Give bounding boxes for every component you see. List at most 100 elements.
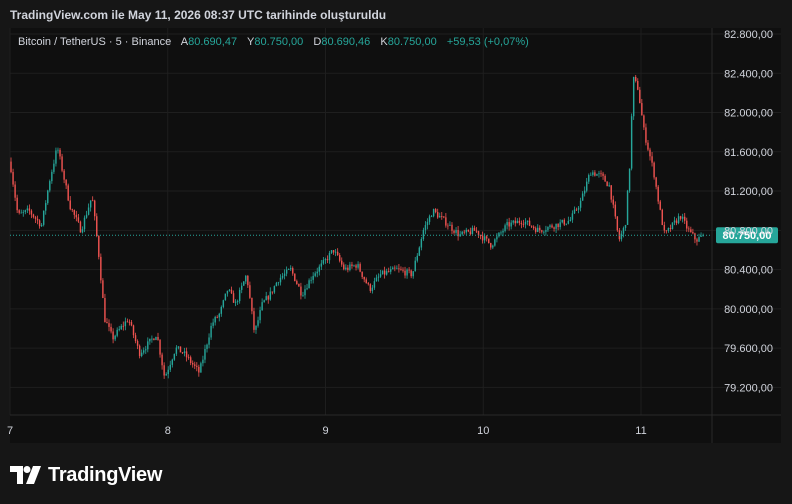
- candle-body: [336, 251, 339, 256]
- candle-body: [136, 341, 139, 346]
- candle-body: [120, 325, 122, 330]
- candle-body: [285, 269, 288, 274]
- candle-body: [671, 222, 674, 230]
- candle-body: [104, 297, 106, 323]
- candle-body: [134, 335, 137, 342]
- candle-body: [530, 225, 533, 227]
- candle-body: [447, 225, 449, 227]
- candle-body: [298, 283, 300, 287]
- legend-symbol: Bitcoin / TetherUS · 5 · Binance: [18, 36, 172, 48]
- candle-body: [71, 209, 73, 211]
- candle-body: [196, 365, 198, 367]
- candle-body: [492, 245, 494, 248]
- candle-body: [590, 174, 592, 176]
- candle-body: [318, 266, 321, 272]
- candle-body: [626, 190, 629, 225]
- symbol-legend: Bitcoin / TetherUS · 5 · Binance A80.690…: [18, 36, 529, 48]
- candle-body: [420, 239, 423, 248]
- x-tick-label: 11: [635, 425, 646, 437]
- candle-body: [677, 216, 680, 224]
- candle-body: [245, 275, 247, 282]
- candle-body: [485, 236, 488, 239]
- candle-body: [243, 281, 245, 286]
- candle-body: [628, 168, 631, 191]
- candle-body: [436, 212, 439, 218]
- candle-body: [383, 270, 386, 275]
- candle-body: [55, 150, 57, 164]
- candle-body: [214, 316, 216, 323]
- candle-body: [65, 179, 67, 186]
- legend-close-label: K: [380, 36, 388, 48]
- candle-body: [308, 280, 310, 289]
- candle-body: [506, 222, 508, 226]
- candle-body: [142, 350, 145, 353]
- candle-body: [316, 271, 318, 274]
- x-tick-label: 10: [477, 425, 489, 437]
- candle-body: [394, 267, 396, 269]
- candle-body: [198, 366, 200, 373]
- candle-body: [520, 222, 523, 225]
- legend-low-value: 80.690,46: [321, 36, 371, 48]
- candle-body: [69, 200, 71, 210]
- candle-body: [604, 175, 606, 182]
- candle-body: [40, 224, 43, 227]
- candle-body: [220, 306, 223, 314]
- current-price-badge: [716, 227, 778, 244]
- candle-body: [87, 207, 90, 215]
- candle-body: [189, 357, 192, 363]
- candle-body: [79, 221, 82, 233]
- candle-body: [102, 280, 104, 298]
- candle-body: [686, 220, 688, 229]
- candle-body: [612, 199, 614, 205]
- candle-body: [641, 103, 643, 116]
- candle-body: [253, 311, 255, 330]
- candle-body: [455, 230, 457, 233]
- candle-body: [465, 229, 467, 233]
- candle-body: [200, 363, 202, 373]
- candle-body: [586, 181, 588, 191]
- candle-body: [483, 236, 486, 241]
- candle-body: [634, 76, 637, 82]
- candle-body: [257, 320, 259, 326]
- candle-body: [351, 264, 353, 266]
- candle-body: [300, 286, 302, 296]
- candle-body: [194, 364, 196, 366]
- candle-body: [559, 222, 561, 228]
- candle-body: [126, 321, 129, 323]
- candle-body: [573, 209, 576, 214]
- y-tick-label: 80.400,00: [724, 265, 773, 277]
- candle-body: [567, 220, 570, 224]
- candle-body: [338, 255, 341, 261]
- candle-body: [93, 200, 96, 217]
- candle-body: [661, 209, 663, 225]
- candle-body: [281, 275, 284, 278]
- candle-body: [428, 216, 431, 222]
- candle-body: [132, 325, 135, 336]
- candle-body: [565, 223, 568, 225]
- candle-body: [457, 230, 459, 237]
- candle-body: [30, 210, 33, 215]
- candle-body: [683, 216, 686, 221]
- candle-body: [267, 296, 269, 300]
- candle-body: [592, 172, 594, 175]
- y-tick-label: 81.600,00: [724, 147, 773, 159]
- candle-body: [637, 81, 639, 90]
- candle-body: [488, 238, 490, 244]
- candle-body: [475, 230, 478, 232]
- candle-body: [698, 237, 700, 242]
- candle-body: [116, 329, 118, 336]
- y-tick-label: 79.200,00: [724, 382, 773, 394]
- candle-body: [547, 226, 549, 231]
- candle-body: [679, 216, 682, 219]
- candle-body: [681, 216, 684, 219]
- candle-body: [524, 221, 527, 225]
- candle-body: [161, 354, 163, 366]
- candle-body: [555, 223, 557, 229]
- candle-body: [667, 228, 670, 231]
- candle-body: [59, 149, 61, 157]
- candle-body: [502, 230, 504, 233]
- candle-body: [53, 163, 55, 172]
- candle-body: [204, 348, 206, 360]
- candle-body: [240, 285, 243, 290]
